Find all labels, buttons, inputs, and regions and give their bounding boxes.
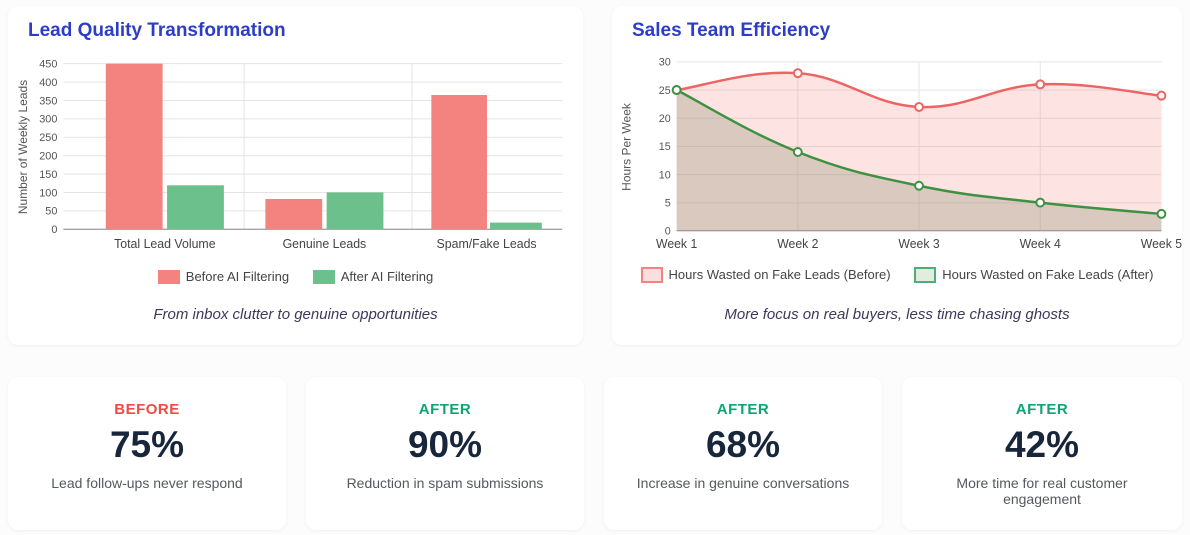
svg-text:Spam/Fake Leads: Spam/Fake Leads <box>437 237 537 251</box>
svg-text:150: 150 <box>39 169 57 181</box>
svg-text:Week 1: Week 1 <box>656 237 697 251</box>
svg-text:5: 5 <box>665 198 671 210</box>
svg-text:Week 3: Week 3 <box>898 237 939 251</box>
svg-text:25: 25 <box>659 85 671 97</box>
svg-text:Week 4: Week 4 <box>1020 237 1061 251</box>
svg-text:Week 2: Week 2 <box>777 237 818 251</box>
svg-text:100: 100 <box>39 187 57 199</box>
svg-text:0: 0 <box>51 224 57 236</box>
svg-text:50: 50 <box>45 206 57 218</box>
svg-text:450: 450 <box>39 58 57 70</box>
svg-text:30: 30 <box>659 57 671 69</box>
svg-text:Hours Per Week: Hours Per Week <box>620 103 634 191</box>
svg-text:350: 350 <box>39 95 57 107</box>
svg-text:Week 5: Week 5 <box>1141 237 1182 251</box>
svg-text:15: 15 <box>659 141 671 153</box>
svg-text:Genuine Leads: Genuine Leads <box>283 237 367 251</box>
svg-text:Total Lead Volume: Total Lead Volume <box>114 237 216 251</box>
svg-text:10: 10 <box>659 169 671 181</box>
svg-text:250: 250 <box>39 132 57 144</box>
svg-text:200: 200 <box>39 150 57 162</box>
svg-text:20: 20 <box>659 113 671 125</box>
svg-text:300: 300 <box>39 114 57 126</box>
svg-text:Number of Weekly Leads: Number of Weekly Leads <box>16 80 30 214</box>
svg-text:400: 400 <box>39 77 57 89</box>
